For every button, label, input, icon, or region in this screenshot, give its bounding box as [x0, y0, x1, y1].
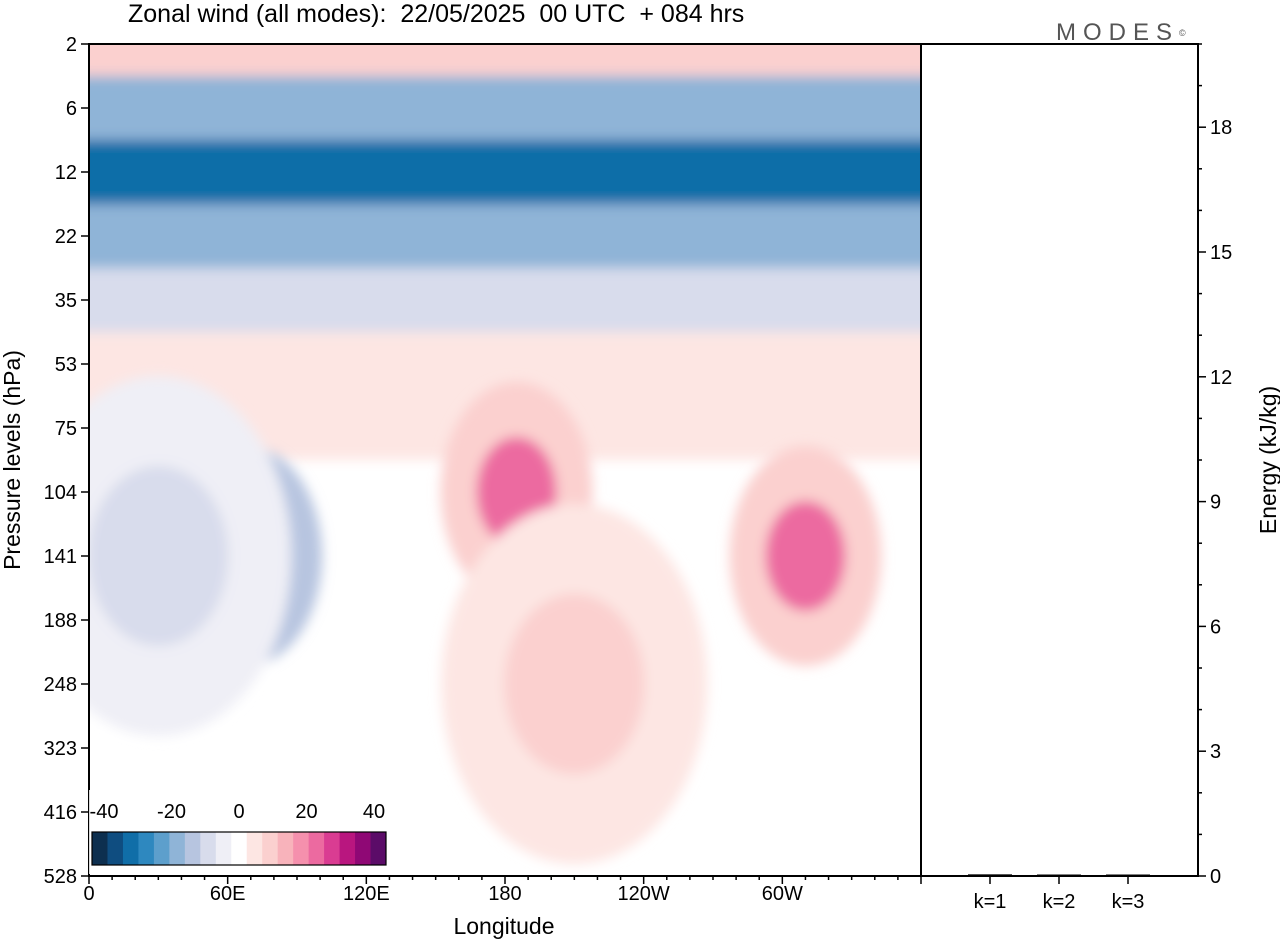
colorbar-frame — [91, 831, 387, 866]
colorbar-swatch — [246, 832, 263, 865]
energy-axis-title: Energy (kJ/kg) — [1255, 386, 1280, 534]
wind-feature-core — [89, 466, 229, 646]
y-tick-label: 75 — [55, 418, 77, 440]
energy-bars: k=1 k=2 k=3 — [968, 874, 1150, 913]
y-tick-label: 416 — [44, 802, 77, 824]
energy-tick-label: 9 — [1210, 492, 1221, 514]
colorbar-swatch — [153, 832, 170, 865]
logo-text: MODES — [1056, 19, 1180, 46]
y-tick-label: 323 — [44, 738, 77, 760]
colorbar-tick-label: 0 — [233, 801, 244, 823]
colorbar-swatch — [138, 832, 155, 865]
energy-tick-label: 18 — [1210, 117, 1232, 139]
y-tick-label: 188 — [44, 610, 77, 632]
y-tick-label: 22 — [55, 226, 77, 248]
energy-tick-label: 3 — [1210, 741, 1221, 763]
x-tick-label: 180 — [488, 883, 521, 905]
x-tick-label: 120W — [618, 883, 670, 905]
y-tick-label: 6 — [66, 98, 77, 120]
colorbar-tick-label: 40 — [363, 801, 385, 823]
energy-axis: 0 3 6 9 12 15 18 — [1198, 43, 1232, 888]
energy-category-label: k=1 — [974, 891, 1007, 913]
colorbar-swatch — [277, 832, 294, 865]
energy-bar — [1037, 874, 1081, 876]
colorbar-swatch — [200, 832, 217, 865]
energy-tick-label: 12 — [1210, 367, 1232, 389]
colorbar-swatch — [262, 832, 279, 865]
colorbar-tick-label: -40 — [90, 801, 119, 823]
y-tick-label: 141 — [44, 546, 77, 568]
energy-bar — [1106, 874, 1150, 876]
y-tick-label: 528 — [44, 866, 77, 888]
colorbar-swatch — [355, 832, 372, 865]
logo-copyright-mark: © — [1179, 28, 1186, 38]
colorbar-swatch — [107, 832, 124, 865]
colorbar-swatch — [370, 832, 387, 865]
colorbar-swatch — [308, 832, 325, 865]
chart-title: Zonal wind (all modes): 22/05/2025 00 UT… — [128, 0, 745, 28]
colorbar-swatch — [184, 832, 201, 865]
colorbar-tick-label: -20 — [157, 801, 186, 823]
energy-bar — [968, 874, 1012, 876]
energy-category-label: k=2 — [1043, 891, 1076, 913]
y-tick-label: 104 — [44, 482, 77, 504]
y-axis-title: Pressure levels (hPa) — [0, 350, 25, 570]
x-tick-label: 120E — [343, 883, 390, 905]
colorbar-swatch — [231, 832, 248, 865]
modes-logo: MODES© — [1056, 20, 1186, 46]
y-tick-label: 12 — [55, 162, 77, 184]
wind-feature-core — [504, 594, 645, 774]
y-axis: 2 6 12 22 35 53 75 104 141 188 248 323 416 528 — [44, 34, 89, 888]
x-axis: 0 60E 120E 180 120W 60W — [83, 876, 922, 905]
y-tick-label: 248 — [44, 674, 77, 696]
energy-category-label: k=3 — [1112, 891, 1145, 913]
energy-tick-label: 15 — [1210, 242, 1232, 264]
colorbar-swatch — [339, 832, 356, 865]
x-axis-title: Longitude — [453, 913, 554, 939]
x-tick-label: 60E — [210, 883, 246, 905]
colorbar: -40 -20 0 20 40 — [89, 790, 390, 874]
colorbar-swatch — [92, 832, 108, 865]
colorbar-swatch — [324, 832, 341, 865]
wind-field-cores — [89, 376, 882, 864]
energy-tick-label: 6 — [1210, 616, 1221, 638]
y-tick-label: 2 — [66, 34, 77, 56]
x-tick-label: 0 — [83, 883, 94, 905]
energy-tick-label: 0 — [1210, 866, 1221, 888]
y-tick-label: 53 — [55, 354, 77, 376]
colorbar-swatch — [293, 832, 310, 865]
colorbar-swatch — [122, 832, 139, 865]
colorbar-swatch — [169, 832, 186, 865]
colorbar-tick-label: 20 — [295, 801, 317, 823]
wind-feature-core — [765, 501, 846, 611]
x-tick-label: 60W — [762, 883, 803, 905]
energy-panel-frame — [920, 43, 1199, 877]
y-tick-label: 35 — [55, 290, 77, 312]
colorbar-swatch — [215, 832, 232, 865]
